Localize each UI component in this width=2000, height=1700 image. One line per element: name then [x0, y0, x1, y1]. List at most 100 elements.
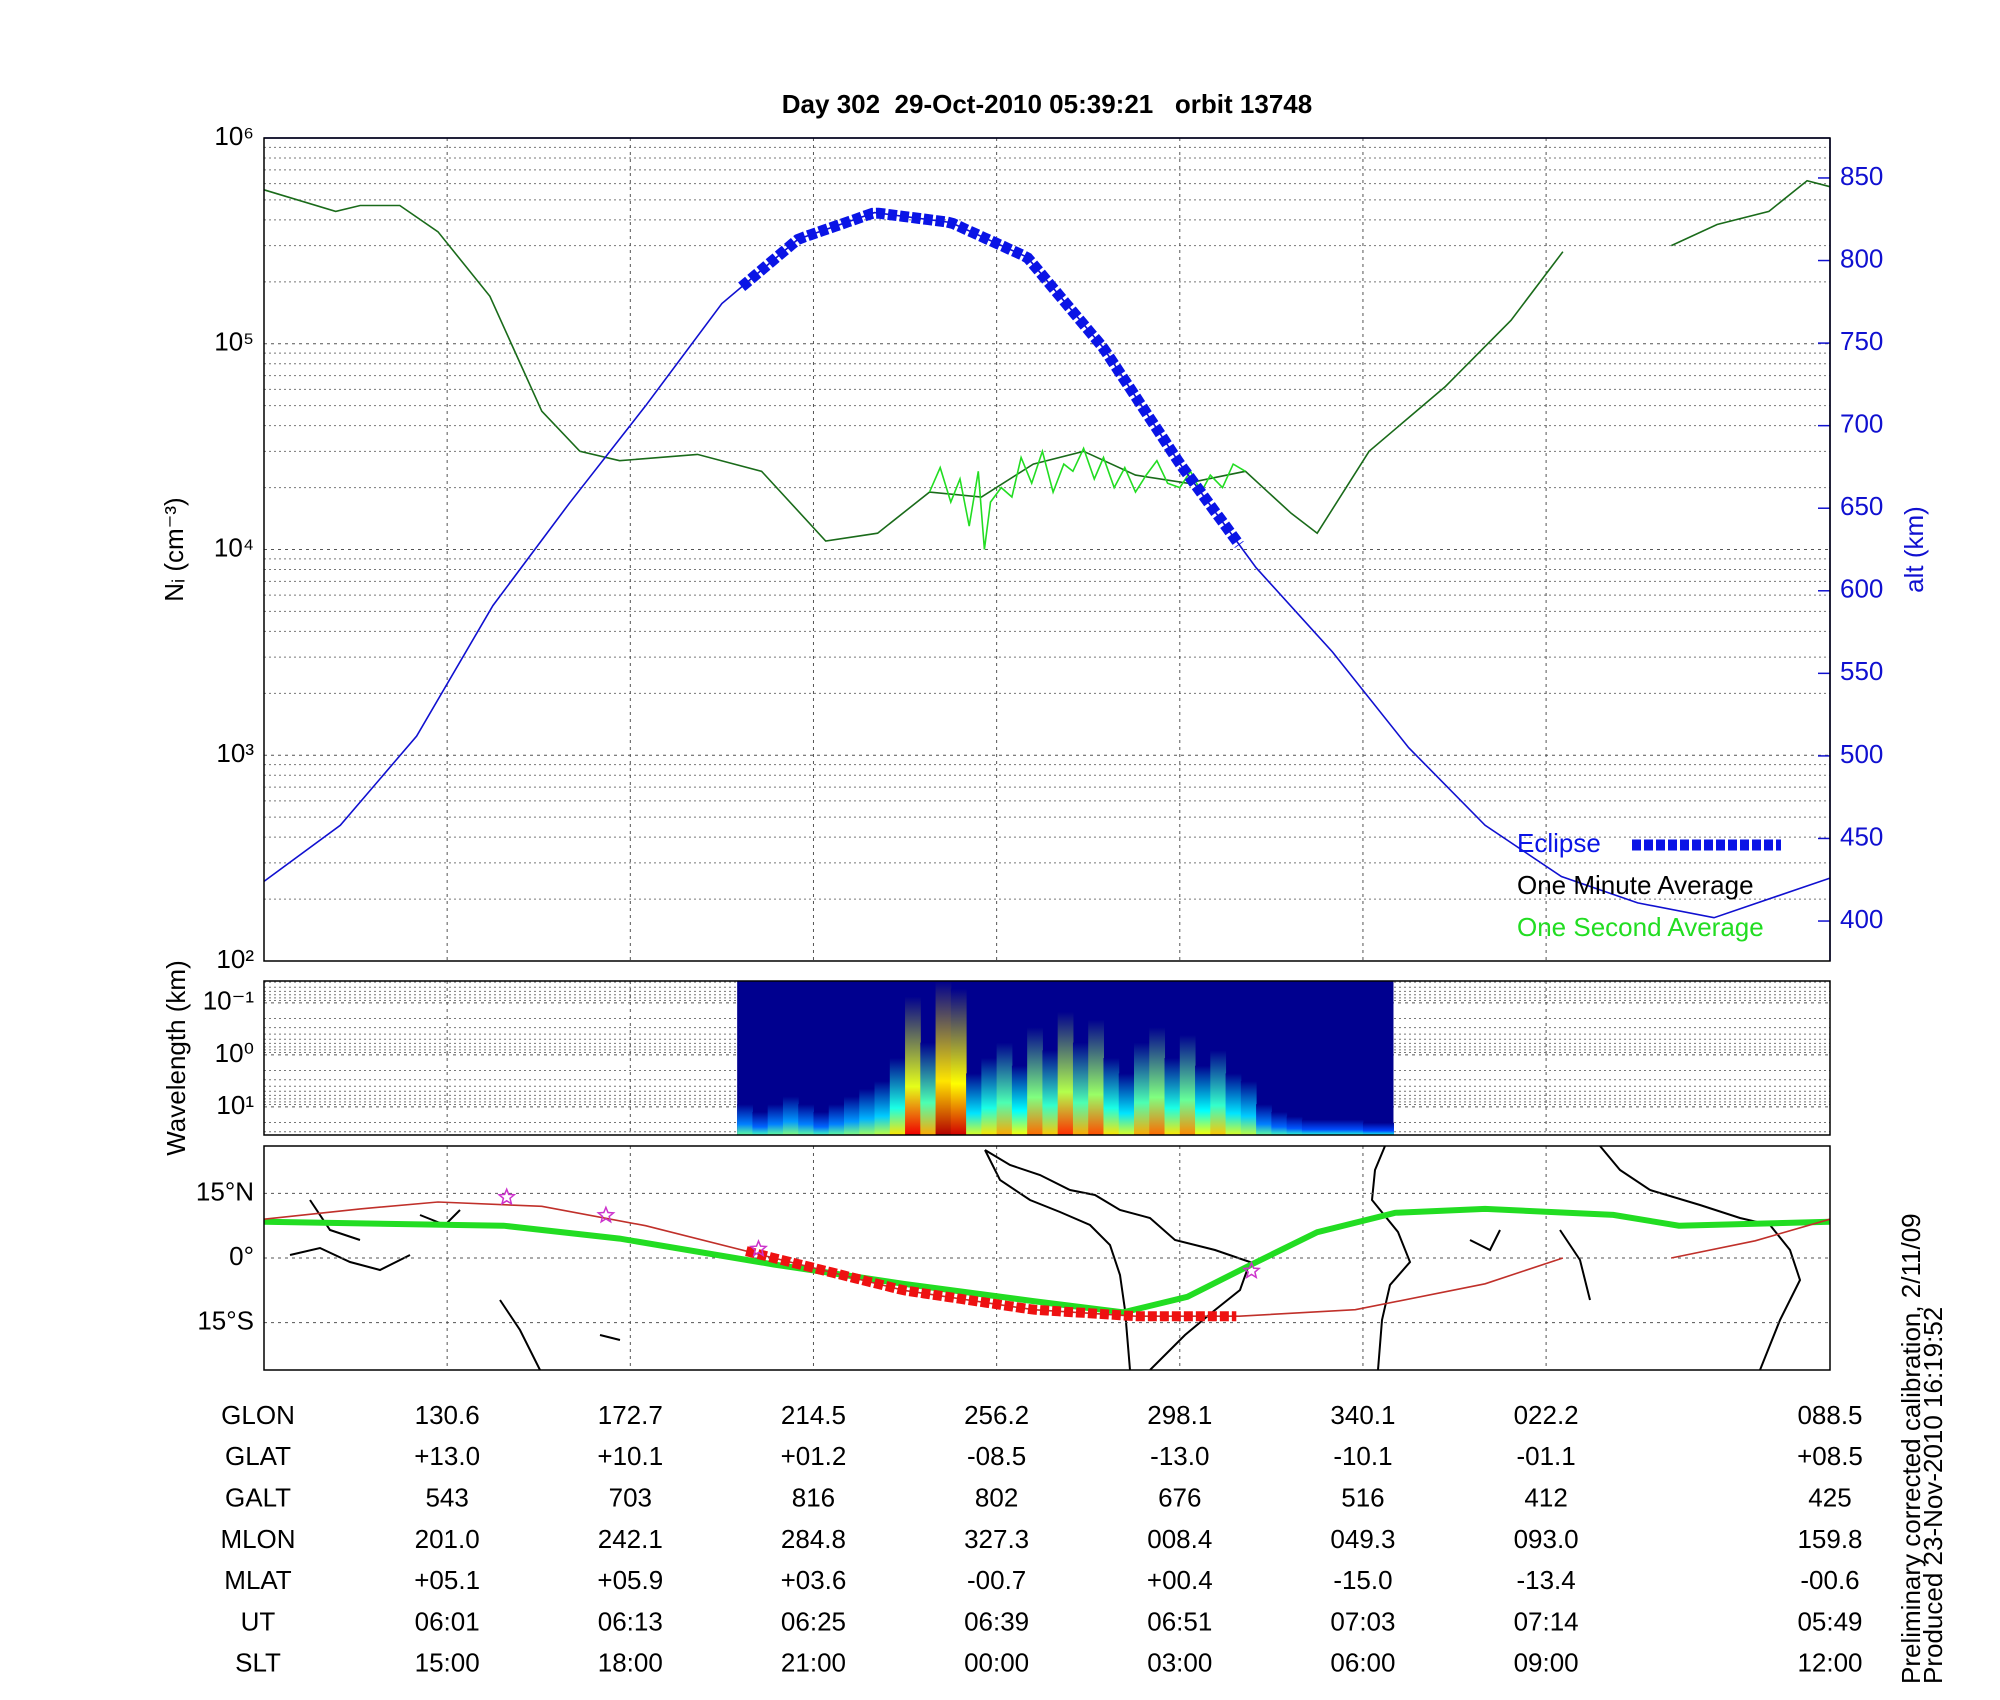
coast [984, 1149, 1252, 1370]
row-label: GALT [225, 1482, 291, 1512]
table-cell: 21:00 [781, 1648, 846, 1678]
spectrogram-column [1256, 1104, 1272, 1135]
spectrogram-column [1164, 1058, 1181, 1135]
table-cell: 06:25 [781, 1606, 846, 1636]
series-line [928, 446, 1246, 550]
table-cell: 676 [1158, 1482, 1201, 1512]
eclipse-band [745, 1246, 1237, 1322]
legend-label: One Minute Average [1517, 870, 1754, 900]
table-cell: 15:00 [415, 1648, 480, 1678]
spectrogram-column [1286, 1116, 1303, 1135]
spectrogram-column [1088, 1019, 1104, 1135]
spectrogram-column [737, 1104, 753, 1135]
spectrogram-column [1042, 1050, 1059, 1135]
spectrogram-column [1301, 1119, 1318, 1135]
spectrogram-column [859, 1088, 876, 1135]
table-cell: 06:13 [598, 1606, 663, 1636]
table-cell: +03.6 [781, 1565, 847, 1595]
y2-tick-label: 500 [1840, 739, 1883, 769]
table-cell: -00.7 [967, 1565, 1026, 1595]
table-cell: 340.1 [1330, 1400, 1395, 1430]
table-cell: -13.4 [1516, 1565, 1575, 1595]
table-cell: +13.0 [414, 1441, 480, 1471]
spectrogram-column [752, 1111, 769, 1135]
spectrogram-column [1149, 1027, 1166, 1135]
y-tick-label: 10⁻¹ [203, 986, 255, 1016]
y2-tick-label: 850 [1840, 161, 1883, 191]
spectrogram-column [1195, 1065, 1211, 1135]
spectrogram-column [1240, 1081, 1257, 1135]
coast [984, 1149, 1131, 1370]
spectrogram-column [1027, 1027, 1043, 1135]
table-cell: 516 [1341, 1482, 1384, 1512]
spectrogram-column [1072, 1042, 1089, 1135]
spectrogram-column [1057, 1011, 1074, 1135]
table-cell: 298.1 [1147, 1400, 1212, 1430]
station-marker [497, 1187, 517, 1206]
spectrogram-column [1317, 1119, 1333, 1135]
table-cell: 18:00 [598, 1648, 663, 1678]
table-cell: 425 [1808, 1482, 1851, 1512]
table-cell: 12:00 [1797, 1648, 1862, 1678]
table-cell: 412 [1524, 1482, 1567, 1512]
table-cell: 07:03 [1330, 1606, 1395, 1636]
table-cell: +05.1 [414, 1565, 480, 1595]
y-tick-label: 10⁵ [214, 327, 254, 357]
spectrogram-column [950, 988, 967, 1135]
table-cell: 130.6 [415, 1400, 480, 1430]
row-label: GLAT [225, 1441, 291, 1471]
spectrogram-column [1011, 1065, 1028, 1135]
row-label: UT [241, 1606, 276, 1636]
spectrogram-column [1179, 1034, 1196, 1135]
spectrogram-column [1332, 1119, 1349, 1135]
table-cell: +01.2 [781, 1441, 847, 1471]
spectrogram-column [798, 1104, 814, 1135]
note: Preliminary corrected calibration, 2/11/… [1896, 1213, 1926, 1684]
plot-frame [263, 137, 1831, 962]
spectrogram-column [782, 1096, 799, 1135]
y2-tick-label: 600 [1840, 574, 1883, 604]
table-cell: 093.0 [1514, 1524, 1579, 1554]
y2-tick-label: 750 [1840, 326, 1883, 356]
y-tick-label: 10² [216, 944, 254, 974]
spectrogram-column [1347, 1119, 1364, 1135]
table-cell: 816 [792, 1482, 835, 1512]
table-cell: -15.0 [1333, 1565, 1392, 1595]
series-line [263, 1201, 1831, 1317]
y-tick-label: 10¹ [216, 1090, 254, 1120]
series-line [263, 211, 1831, 919]
y2-tick-label: 400 [1840, 904, 1883, 934]
spectrogram-column [966, 1073, 982, 1135]
table-cell: 088.5 [1797, 1400, 1862, 1430]
spectrogram-column [935, 981, 952, 1135]
legend-label: One Second Average [1517, 912, 1764, 942]
table-cell: 008.4 [1147, 1524, 1212, 1554]
table-cell: 06:51 [1147, 1606, 1212, 1636]
spectrogram-column [1134, 1042, 1150, 1135]
table-cell: 172.7 [598, 1400, 663, 1430]
spectrogram-column [1378, 1122, 1394, 1135]
table-cell: 543 [425, 1482, 468, 1512]
eclipse-band [738, 207, 1244, 549]
table-cell: 03:00 [1147, 1648, 1212, 1678]
spectrogram-column [828, 1104, 845, 1135]
spectrogram-column [1271, 1111, 1288, 1135]
spectrogram-column [920, 1042, 937, 1135]
plot-frame [263, 1145, 1831, 1371]
y2-tick-label: 650 [1840, 491, 1883, 521]
spectrogram-column [905, 996, 921, 1135]
spectrogram-column [874, 1081, 891, 1135]
table-cell: 256.2 [964, 1400, 1029, 1430]
spectrogram-column [1210, 1050, 1227, 1135]
table-cell: 214.5 [781, 1400, 846, 1430]
table-cell: 00:00 [964, 1648, 1029, 1678]
table-cell: 284.8 [781, 1524, 846, 1554]
table-cell: +00.4 [1147, 1565, 1213, 1595]
y2-tick-label: 800 [1840, 243, 1883, 273]
row-label: MLAT [224, 1565, 292, 1595]
coast [1469, 1229, 1591, 1301]
y-tick-label: 10⁶ [214, 121, 254, 151]
coast [1370, 1146, 1412, 1370]
note: Produced 23-Nov-2010 16:19:52 [1918, 1307, 1948, 1684]
